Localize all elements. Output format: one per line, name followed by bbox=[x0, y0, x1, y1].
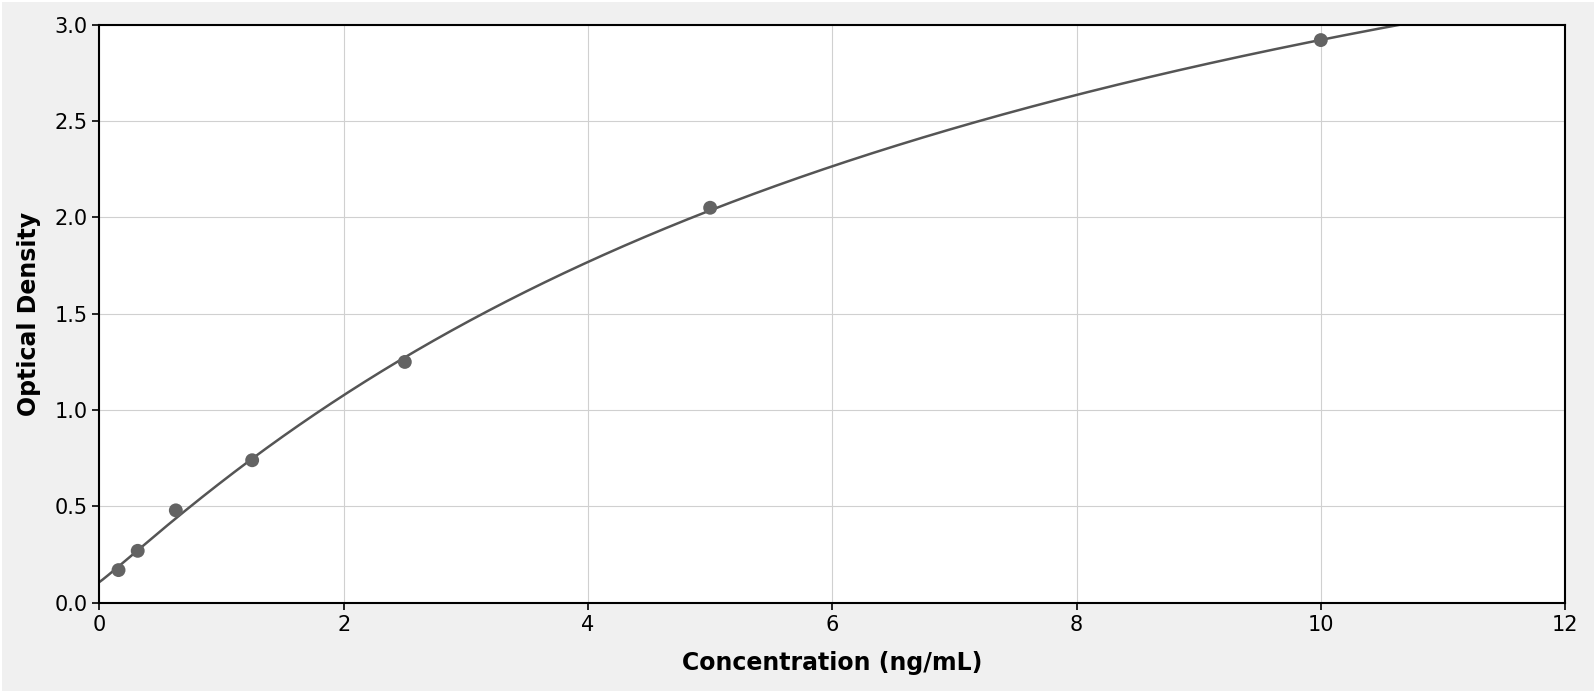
Point bbox=[239, 455, 265, 466]
Point bbox=[124, 545, 150, 556]
Point bbox=[105, 565, 131, 576]
Point bbox=[163, 505, 188, 516]
X-axis label: Concentration (ng/mL): Concentration (ng/mL) bbox=[683, 651, 983, 675]
Y-axis label: Optical Density: Optical Density bbox=[16, 212, 40, 416]
Point bbox=[1308, 35, 1333, 46]
Point bbox=[697, 202, 723, 213]
Point bbox=[392, 356, 418, 367]
